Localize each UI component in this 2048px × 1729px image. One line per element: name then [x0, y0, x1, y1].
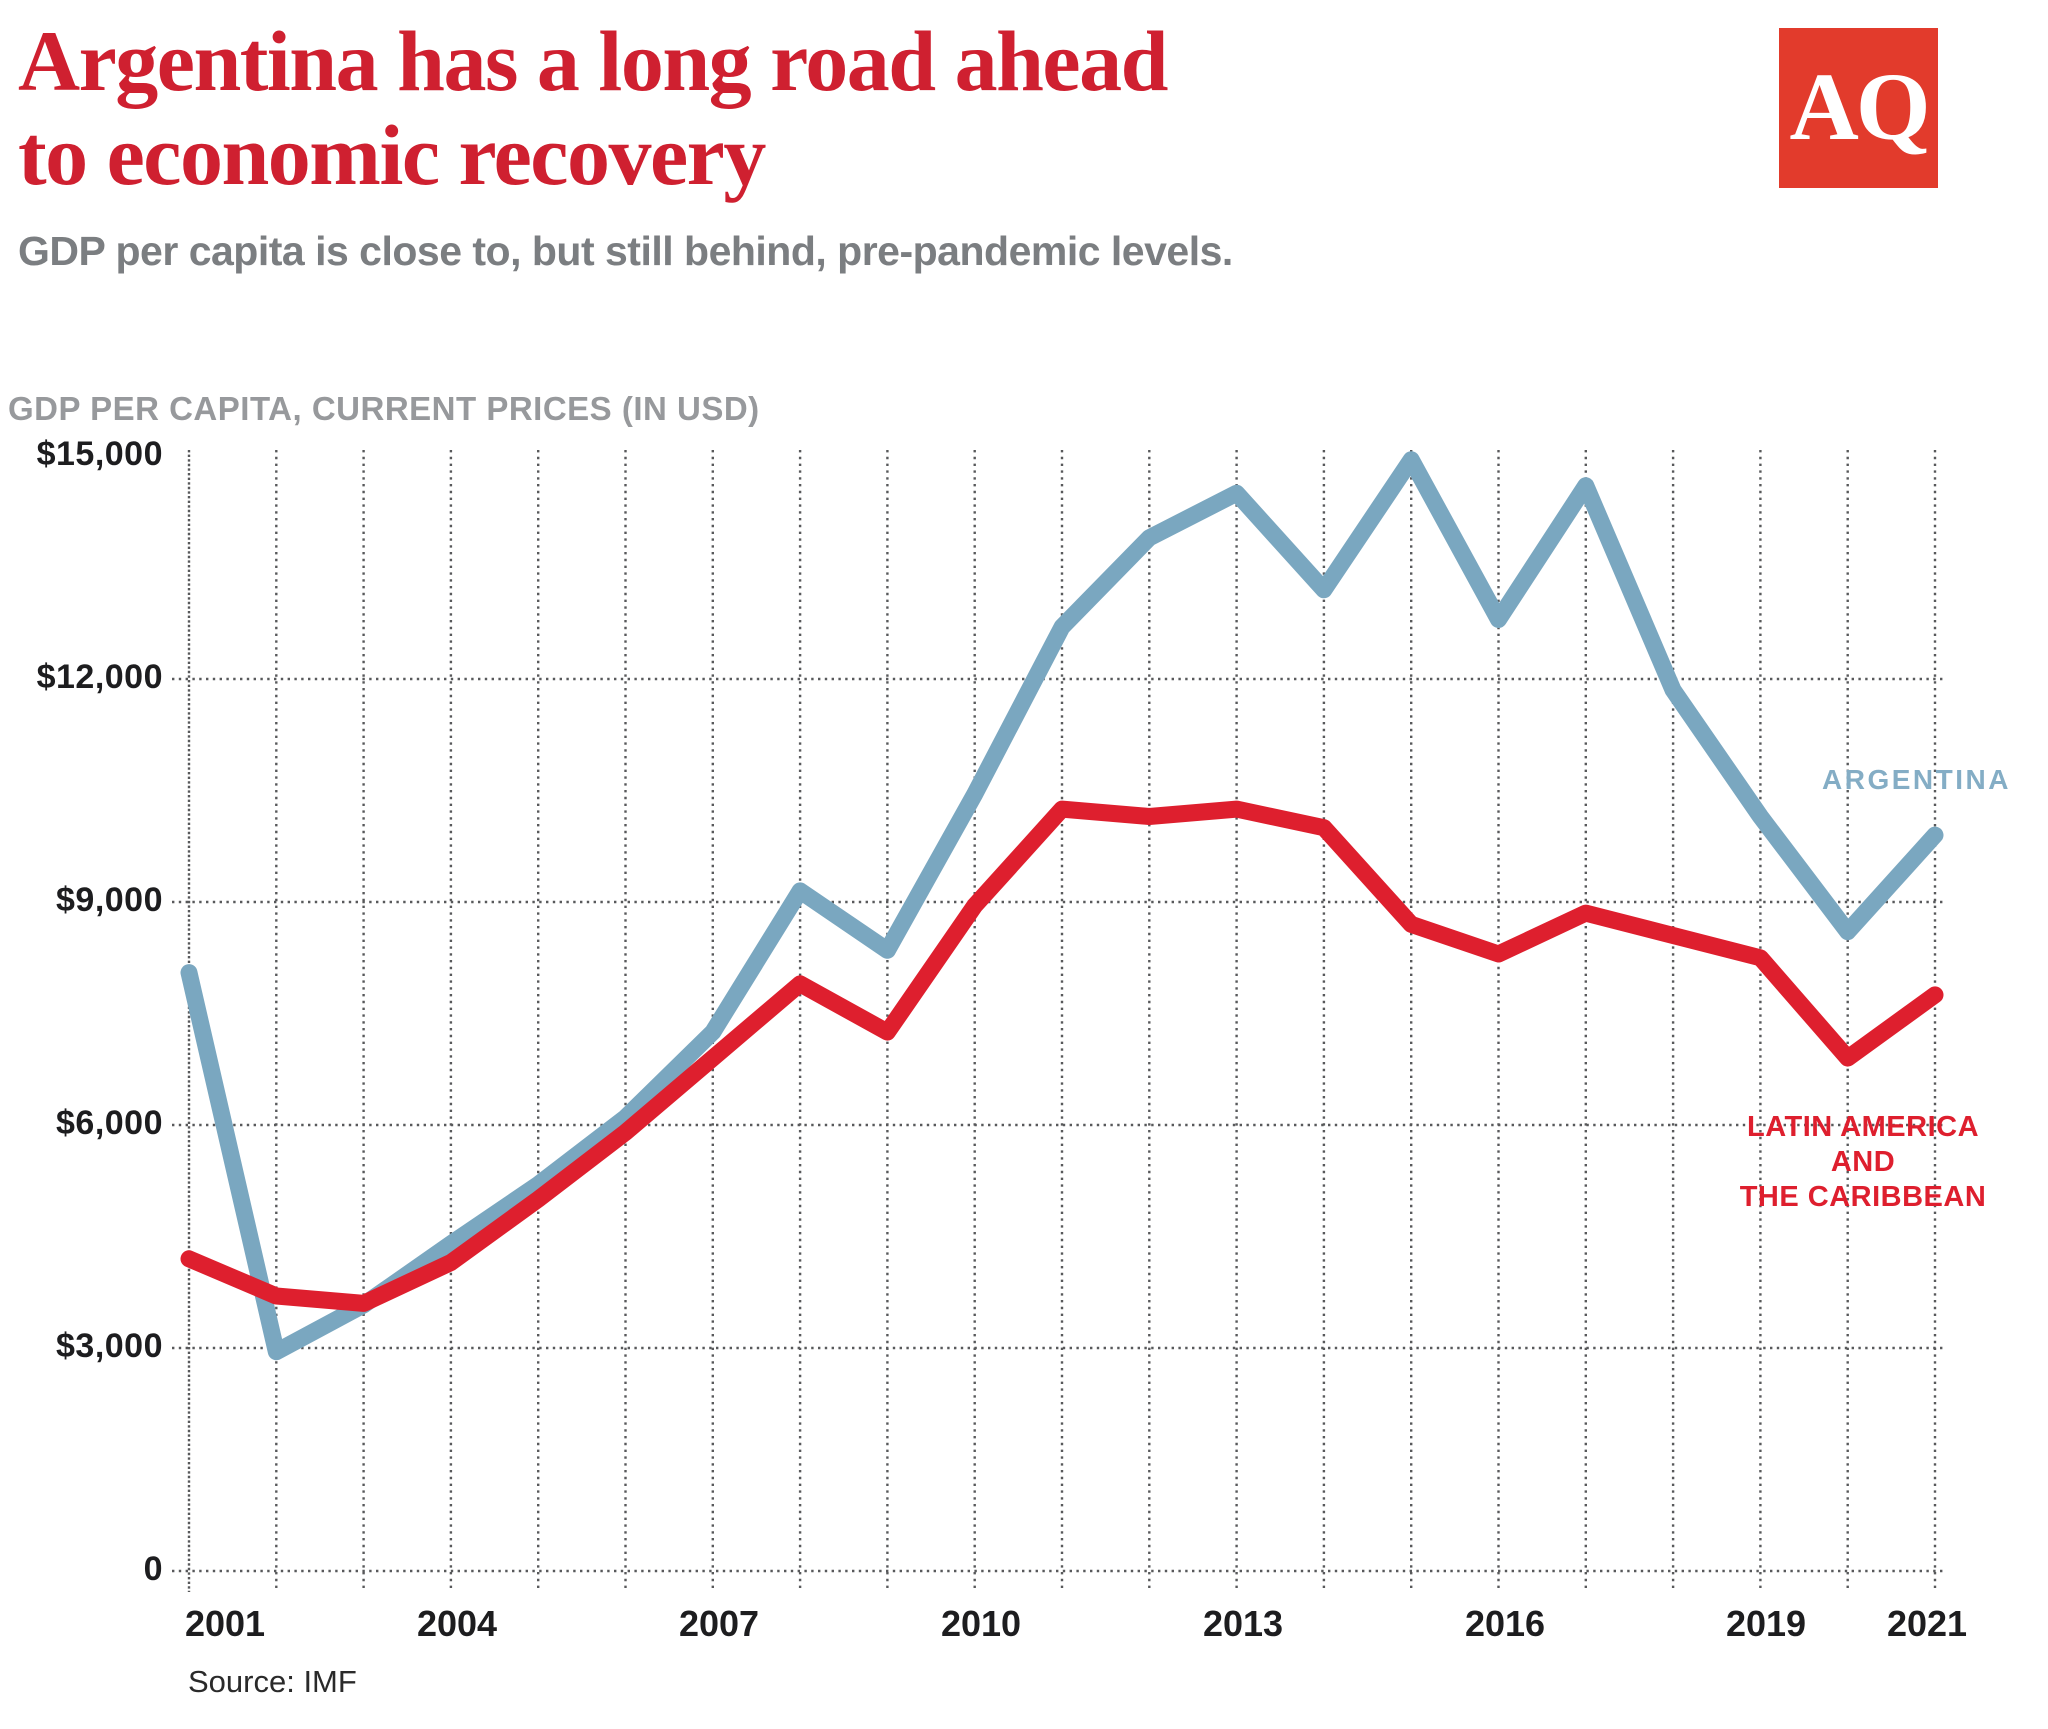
x-tick-label: 2001 [184, 1603, 266, 1644]
lac-series-label-line-2: THE CARIBBEAN [1739, 1181, 1987, 1213]
x-tick-label: 2010 [940, 1603, 1022, 1644]
source-note: Source: IMF [188, 1664, 357, 1699]
aq-logo: AQ [1779, 28, 1938, 188]
y-axis-title: GDP PER CAPITA, CURRENT PRICES (IN USD) [8, 390, 760, 427]
argentina-series-label: ARGENTINA [1822, 764, 2011, 795]
title-line-2: to economic recovery [18, 107, 766, 203]
y-tick-label: $12,000 [36, 658, 163, 696]
lac-series-label: LATIN AMERICA AND THE CARIBBEAN [1712, 1110, 2014, 1215]
page-title: Argentina has a long road ahead to econo… [18, 13, 1168, 203]
x-tick-label: 2016 [1464, 1603, 1546, 1644]
title-line-1: Argentina has a long road ahead [18, 13, 1168, 109]
y-tick-label: $3,000 [56, 1327, 163, 1365]
x-tick-label: 2019 [1725, 1603, 1807, 1644]
grid-vertical-lines [275, 450, 1937, 1592]
y-tick-label: $9,000 [56, 881, 163, 919]
x-tick-label: 2021 [1886, 1603, 1968, 1644]
y-tick-label: $6,000 [56, 1104, 163, 1142]
x-tick-label: 2007 [678, 1603, 760, 1644]
lac-series-label-line-1: LATIN AMERICA AND [1746, 1111, 1980, 1178]
x-tick-label: 2004 [416, 1603, 498, 1644]
argentina-line [180, 451, 1944, 1361]
x-tick-label: 2013 [1202, 1603, 1284, 1644]
lac-line [180, 800, 1944, 1312]
y-tick-label: 0 [143, 1550, 163, 1588]
subtitle: GDP per capita is close to, but still be… [18, 228, 1233, 274]
aq-logo-text: AQ [1789, 52, 1931, 160]
y-tick-label: $15,000 [36, 435, 163, 473]
